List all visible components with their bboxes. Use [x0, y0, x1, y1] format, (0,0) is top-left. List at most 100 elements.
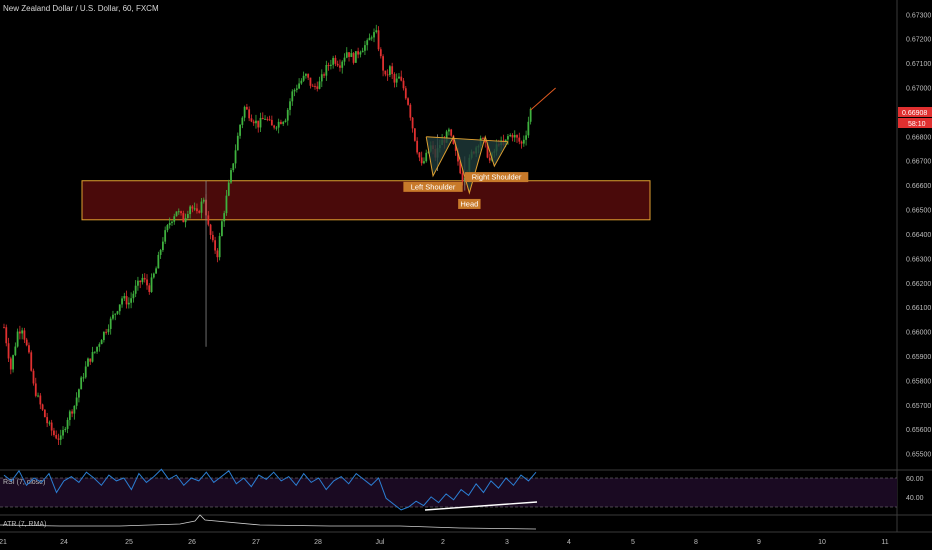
candle-body: [53, 430, 55, 436]
candle-body: [91, 352, 94, 362]
candle-body: [46, 417, 49, 424]
candle-body: [411, 117, 414, 129]
candle-body: [87, 358, 89, 367]
candle-body: [191, 206, 194, 209]
candle-body: [250, 118, 253, 122]
candle-body: [354, 51, 357, 63]
candle-body: [293, 89, 296, 92]
candle-body: [461, 173, 464, 182]
candle-body: [320, 74, 323, 82]
candle-body: [409, 104, 412, 118]
candle-body: [121, 298, 123, 305]
candle-body: [66, 419, 69, 429]
candle-body: [200, 201, 203, 213]
candle-body: [364, 45, 366, 51]
candle-body: [184, 218, 187, 223]
candle-body: [391, 66, 394, 75]
candle-body: [134, 285, 137, 294]
candle-body: [264, 118, 266, 120]
candle-body: [80, 377, 83, 390]
candle-body: [141, 277, 144, 283]
candle-body: [379, 49, 382, 57]
candle-body: [152, 273, 155, 278]
time-tick: 8: [694, 539, 698, 546]
candle-body: [404, 88, 407, 99]
candle-body: [457, 150, 459, 162]
candle-body: [180, 211, 182, 214]
candle-body: [16, 331, 19, 347]
candle-body: [159, 250, 162, 255]
candle-body: [132, 293, 135, 299]
candle-body: [389, 66, 391, 75]
time-axis[interactable]: 21 24 25 26 27 28 Jul 2 3 4 5 8 9 10 11: [0, 531, 932, 546]
candle-body: [291, 91, 294, 102]
candle-body: [98, 344, 101, 347]
candle-body: [400, 76, 403, 81]
candle-body: [123, 296, 126, 299]
pattern-label: Head: [460, 199, 478, 208]
candle-body: [259, 117, 262, 128]
candle-body: [30, 352, 33, 371]
candle-body: [316, 86, 319, 89]
candle-body: [37, 395, 39, 397]
price-axis[interactable]: 0.673000.672000.671000.670000.669000.668…: [896, 0, 931, 532]
candle-body: [189, 206, 192, 215]
candle-body: [359, 52, 362, 55]
candle-body: [416, 140, 419, 153]
candle-body: [384, 70, 387, 75]
candle-body: [211, 234, 214, 241]
candle-body: [336, 63, 339, 66]
candle-body: [14, 346, 17, 356]
price-tick: 0.66000: [906, 330, 931, 337]
candle-body: [248, 109, 251, 119]
candle-body: [325, 64, 328, 76]
candle-body: [107, 328, 110, 333]
candle-body: [71, 411, 73, 414]
price-tick: 0.67100: [906, 61, 931, 68]
candle-body: [522, 139, 525, 144]
candle-body: [68, 411, 71, 420]
candle-body: [311, 85, 314, 87]
candle-body: [32, 370, 35, 384]
candle-body: [343, 57, 346, 62]
candle-body: [348, 52, 350, 57]
candle-body: [164, 230, 167, 242]
chart-title: New Zealand Dollar / U.S. Dollar, 60, FX…: [3, 4, 159, 13]
rsi-line: [3, 468, 537, 511]
candle-body: [289, 101, 291, 110]
candle-body: [171, 221, 173, 223]
rsi-level-60: 60.00: [906, 476, 924, 483]
candle-body: [112, 314, 114, 319]
candle-body: [221, 221, 223, 237]
countdown-label: 58:10: [908, 121, 926, 128]
pattern-label: Right Shoulder: [472, 173, 522, 182]
pattern-label-bg: [458, 198, 481, 209]
candle-body: [150, 277, 153, 292]
price-tick: 0.66700: [906, 159, 931, 166]
pattern-label-bg: [403, 181, 463, 192]
rsi-level-40: 40.00: [906, 495, 924, 502]
candle-body: [270, 119, 273, 126]
candle-body: [507, 136, 509, 140]
candle-body: [305, 73, 307, 76]
candle-body: [207, 215, 210, 225]
candle-body: [168, 222, 171, 226]
candle-body: [230, 170, 232, 183]
time-tick: 10: [818, 539, 826, 546]
price-tick: 0.66300: [906, 256, 931, 263]
price-tick: 0.66400: [906, 232, 931, 239]
candle-body: [5, 327, 8, 344]
candle-body: [373, 32, 375, 38]
candle-body: [266, 118, 269, 120]
candle-body: [182, 213, 185, 223]
candle-body: [509, 134, 512, 137]
resistance-zone: [81, 180, 651, 221]
candle-body: [216, 250, 219, 258]
head-shoulders-pattern: Left Shoulder Head Right Shoulder: [403, 87, 556, 209]
candle-body: [323, 74, 325, 76]
candle-body: [139, 280, 142, 283]
candle-body: [525, 135, 527, 140]
candle-body: [75, 397, 78, 406]
candle-body: [282, 121, 285, 125]
